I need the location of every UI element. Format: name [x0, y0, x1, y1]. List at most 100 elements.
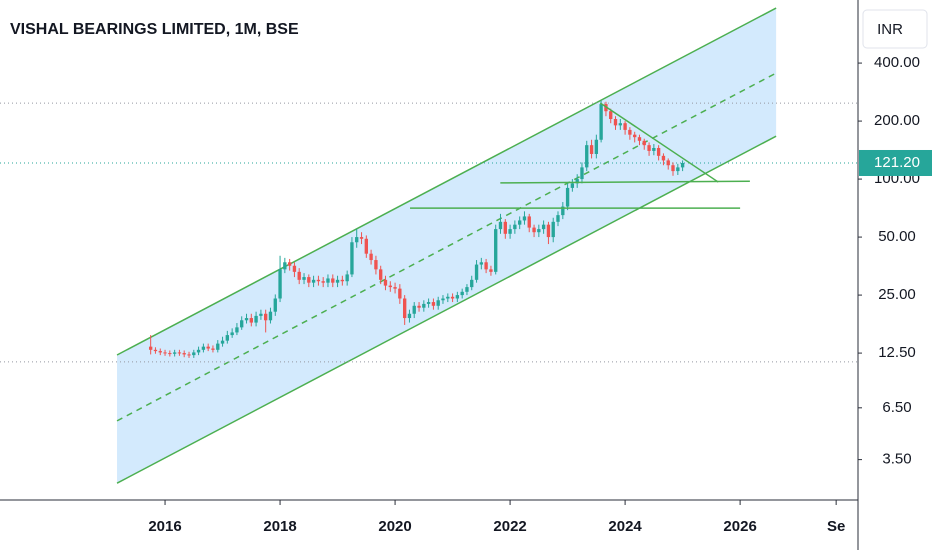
candle-body [211, 348, 215, 350]
candle-body [570, 183, 575, 188]
candle-body [561, 206, 565, 216]
candle-body [321, 281, 325, 283]
candle-body [613, 119, 618, 126]
plot-area [0, 7, 858, 484]
candle-body [498, 221, 503, 230]
axes: 400.00200.00100.0050.0025.0012.506.503.5… [148, 54, 932, 535]
candle-body [436, 300, 440, 306]
candle-body [599, 104, 603, 140]
candle-body [426, 302, 431, 304]
candle-body [268, 311, 273, 321]
candle-body [278, 269, 282, 299]
last-price-label: 121.20 [874, 154, 920, 171]
candle-body [273, 298, 277, 312]
x-tick-label: Se [827, 518, 845, 535]
candle-body [369, 253, 373, 261]
candle-body [518, 220, 522, 225]
candle-body [508, 229, 512, 234]
y-tick-label: 3.50 [882, 451, 911, 468]
candle-body [292, 265, 297, 272]
candle-body [249, 318, 253, 323]
candle-body [479, 262, 484, 265]
candle-body [235, 327, 239, 333]
candle-body [633, 134, 637, 138]
candle-body [259, 313, 263, 316]
price-axis-panel [858, 0, 932, 550]
x-tick-label: 2016 [148, 518, 181, 535]
candle-body [383, 279, 388, 286]
candle-body [148, 346, 153, 350]
candle-body [575, 179, 579, 184]
candle-body [302, 277, 306, 280]
chart-title: VISHAL BEARINGS LIMITED, 1M, BSE [10, 21, 299, 38]
candle-body [628, 129, 632, 135]
candle-body [264, 313, 268, 321]
trend-line [500, 180, 750, 184]
y-tick-label: 6.50 [882, 399, 911, 416]
candle-body [331, 278, 335, 283]
candle-body [666, 160, 670, 166]
candle-body [585, 145, 589, 168]
candle-body [216, 343, 220, 350]
candle-body [220, 340, 225, 344]
candle-body [388, 285, 392, 288]
candle-body [402, 298, 407, 319]
candle-body [661, 155, 666, 161]
candle-body [287, 262, 292, 266]
y-tick-label: 25.00 [878, 286, 916, 303]
candle-body [230, 332, 234, 336]
candle-body [671, 165, 675, 172]
candle-body [551, 221, 555, 238]
candle-body [484, 262, 488, 270]
candle-body [680, 162, 685, 168]
candle-body [642, 140, 646, 146]
candle-body [527, 216, 531, 228]
candle-body [441, 298, 445, 301]
candle-body [307, 277, 311, 283]
candle-body [431, 302, 436, 306]
candle-body [206, 346, 210, 349]
candle-body [393, 287, 397, 289]
last-price-box [859, 149, 932, 176]
x-tick-label: 2024 [608, 518, 642, 535]
candle-body [364, 238, 368, 254]
candle-body [565, 187, 570, 207]
candle-body [345, 274, 349, 282]
candle-body [254, 315, 258, 323]
candle-body [359, 237, 364, 239]
candle-body [446, 296, 450, 299]
candle-body [225, 335, 230, 341]
y-tick-label: 50.00 [878, 228, 916, 245]
candle-body [196, 349, 201, 353]
currency-box[interactable] [862, 9, 928, 49]
candle-body [465, 287, 469, 292]
y-tick-label: 12.50 [878, 344, 916, 361]
candle-body [240, 320, 244, 328]
candle-body [340, 279, 345, 282]
candle-body [168, 353, 172, 355]
candle-body [379, 269, 383, 280]
candle-body [283, 262, 287, 270]
candle-body [580, 167, 584, 180]
candle-body [412, 305, 416, 314]
candle-body [637, 137, 642, 141]
candle-body [494, 229, 498, 272]
candle-body [652, 147, 656, 151]
candle-body [503, 221, 507, 234]
candle-body [326, 278, 330, 283]
candle-body [618, 123, 623, 126]
candle-body [407, 313, 412, 319]
candle-body [311, 279, 316, 283]
candle-body [172, 352, 177, 354]
candle-body [398, 288, 402, 299]
candle-body [537, 229, 541, 233]
candle-body [417, 305, 421, 308]
candle-body [546, 224, 551, 238]
candle-body [513, 224, 517, 230]
x-tick-label: 2020 [378, 518, 411, 535]
candle-body [455, 295, 460, 299]
candle-body [153, 349, 158, 352]
candle-body [656, 147, 661, 156]
currency[interactable]: INR [877, 21, 903, 38]
candle-body [182, 353, 186, 355]
